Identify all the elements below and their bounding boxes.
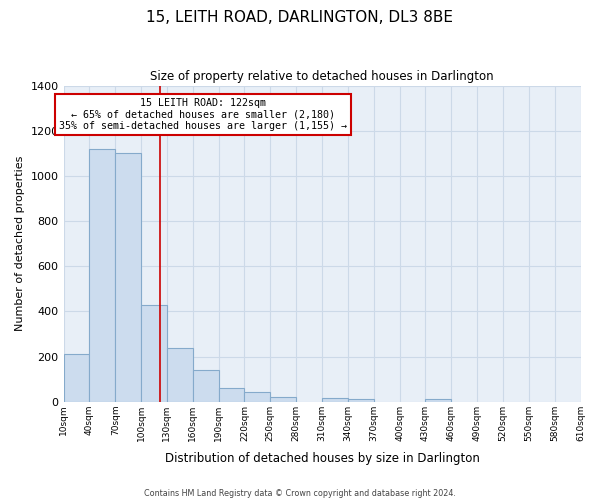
Bar [115,154,141,402]
Bar [64,354,89,402]
Bar [141,304,167,402]
Text: Contains HM Land Registry data © Crown copyright and database right 2024.: Contains HM Land Registry data © Crown c… [144,488,456,498]
Bar [218,388,244,402]
Bar [89,149,115,402]
X-axis label: Distribution of detached houses by size in Darlington: Distribution of detached houses by size … [164,452,479,465]
Text: 15 LEITH ROAD: 122sqm
← 65% of detached houses are smaller (2,180)
35% of semi-d: 15 LEITH ROAD: 122sqm ← 65% of detached … [59,98,347,132]
Y-axis label: Number of detached properties: Number of detached properties [15,156,25,332]
Bar [193,370,218,402]
Bar [244,392,271,402]
Text: 15, LEITH ROAD, DARLINGTON, DL3 8BE: 15, LEITH ROAD, DARLINGTON, DL3 8BE [146,10,454,25]
Bar [167,348,193,402]
Title: Size of property relative to detached houses in Darlington: Size of property relative to detached ho… [150,70,494,83]
Bar [271,397,296,402]
Bar [425,400,451,402]
Bar [322,398,348,402]
Bar [348,400,374,402]
